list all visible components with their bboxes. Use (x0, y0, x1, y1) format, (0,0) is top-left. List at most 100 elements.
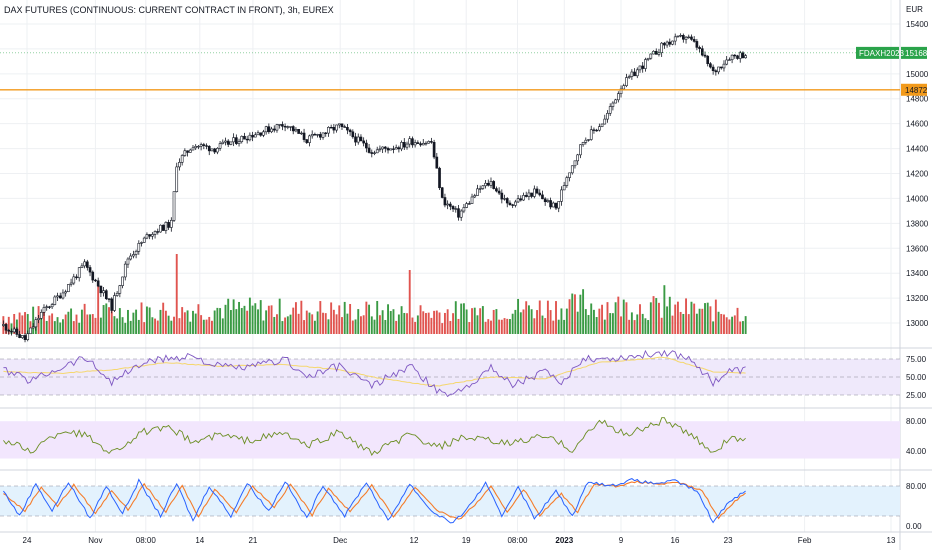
volume-bar (259, 300, 262, 334)
volume-bar (15, 319, 18, 334)
volume-bar (704, 303, 706, 334)
price-tick-label: 13800 (906, 219, 929, 228)
volume-bar (422, 311, 425, 334)
candle-body (26, 333, 30, 340)
candle-body (351, 131, 355, 138)
volume-bar (45, 320, 48, 334)
volume-bar (251, 305, 254, 334)
candle-body (541, 194, 544, 200)
volume-bar (639, 304, 641, 334)
candle-body (294, 129, 298, 132)
candle-body (692, 39, 696, 42)
candle-body (354, 136, 357, 143)
candle-body (500, 192, 504, 200)
time-axis-label: 14 (195, 536, 204, 545)
candle-body (145, 234, 149, 239)
time-axis-label: 16 (671, 536, 680, 545)
candle-body (327, 127, 330, 134)
candle-body (23, 335, 27, 340)
volume-bar (660, 317, 663, 334)
volume-bar (32, 306, 35, 334)
candle-body (695, 41, 699, 48)
volume-bar (563, 319, 566, 334)
candle-body (194, 146, 198, 149)
volume-bar (503, 318, 506, 334)
candle-body (359, 136, 363, 142)
volume-bar (536, 310, 538, 334)
candle-body (538, 192, 542, 196)
volume-bar (200, 315, 203, 334)
volume-bar (625, 302, 628, 334)
volume-bar (343, 301, 346, 334)
candle-body (592, 129, 596, 131)
volume-bar (709, 306, 712, 334)
candle-body (240, 135, 244, 143)
candle-body (633, 71, 636, 77)
candle-body (595, 129, 598, 132)
volume-bar (517, 298, 520, 334)
volume-bar (89, 314, 91, 334)
candle-body (728, 59, 731, 61)
candle-body (717, 66, 720, 73)
volume-bar (78, 322, 81, 334)
volume-bar (72, 321, 75, 334)
volume-bar (173, 316, 175, 334)
candle-body (551, 202, 555, 208)
volume-bar (118, 308, 121, 334)
candle-body (61, 292, 65, 299)
volume-bar (527, 305, 530, 334)
price-tick-label: 13600 (906, 244, 929, 253)
candle-body (400, 142, 403, 150)
candle-body (69, 282, 73, 285)
volume-bar (519, 312, 522, 334)
candle-body (703, 54, 707, 57)
volume-bar (197, 304, 200, 334)
volume-bar (289, 314, 292, 334)
volume-bar (419, 305, 422, 334)
candle-body (435, 156, 439, 169)
volume-bar (48, 315, 51, 334)
volume-bar (13, 313, 16, 334)
candle-body (660, 42, 663, 54)
candle-body (706, 55, 710, 65)
volume-bar (652, 296, 655, 334)
candle-body (467, 203, 471, 205)
volume-bar (51, 313, 54, 334)
candle-body (256, 132, 260, 136)
candle-body (524, 195, 528, 197)
candle-body (367, 147, 371, 153)
volume-bar (668, 296, 671, 334)
volume-bar (360, 316, 362, 334)
candle-body (7, 329, 11, 332)
volume-bar (211, 320, 213, 334)
candle-body (424, 142, 428, 145)
volume-bar (265, 310, 268, 334)
volume-bar (91, 314, 94, 334)
candle-body (329, 127, 333, 129)
volume-bar (154, 318, 157, 334)
rsi-line (3, 349, 746, 398)
volume-bar (376, 300, 379, 334)
volume-bar (121, 317, 124, 334)
volume-bar (151, 317, 154, 334)
stoch-tick-label: 0.00 (906, 522, 922, 531)
candle-body (736, 55, 739, 59)
candle-body (164, 222, 168, 231)
candle-body (191, 147, 195, 151)
volume-bar (294, 302, 297, 334)
candle-body (546, 200, 550, 203)
osc2-line (3, 417, 746, 457)
volume-bar (102, 305, 105, 334)
candle-body (682, 35, 685, 40)
volume-bar (603, 319, 606, 334)
candle-body (178, 162, 181, 168)
candle-body (172, 191, 176, 221)
volume-bar (557, 319, 560, 334)
volume-bar (530, 309, 533, 334)
candle-body (210, 148, 214, 152)
candle-body (722, 63, 726, 69)
candle-body (576, 154, 580, 162)
price-tick-label: 14200 (906, 170, 929, 179)
volume-bar (471, 308, 473, 334)
